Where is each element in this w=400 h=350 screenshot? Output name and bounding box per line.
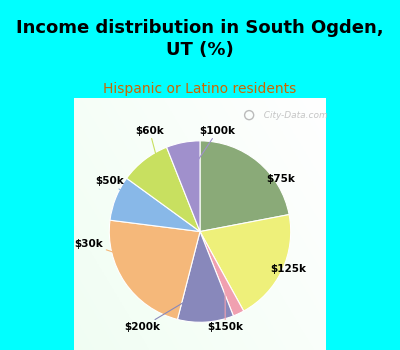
Wedge shape (109, 220, 200, 320)
Wedge shape (127, 147, 200, 232)
Wedge shape (167, 141, 200, 232)
Text: City-Data.com: City-Data.com (258, 111, 328, 120)
Text: $50k: $50k (95, 176, 145, 210)
Wedge shape (200, 215, 291, 311)
Text: $30k: $30k (75, 239, 151, 265)
Wedge shape (178, 232, 233, 322)
Text: Hispanic or Latino residents: Hispanic or Latino residents (103, 82, 297, 96)
Text: $125k: $125k (253, 257, 306, 274)
Text: $200k: $200k (124, 290, 204, 332)
Text: $100k: $100k (189, 126, 236, 174)
Text: $75k: $75k (238, 174, 295, 186)
Wedge shape (110, 178, 200, 232)
Text: Income distribution in South Ogden,
UT (%): Income distribution in South Ogden, UT (… (16, 19, 384, 59)
Wedge shape (200, 232, 244, 316)
Text: $150k: $150k (207, 285, 243, 332)
Wedge shape (200, 141, 289, 232)
Text: $60k: $60k (135, 126, 164, 185)
